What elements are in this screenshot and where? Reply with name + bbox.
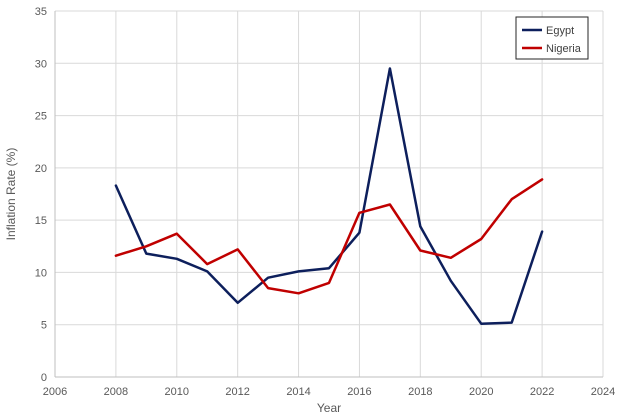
y-tick-label: 5 (41, 320, 47, 332)
axes (54, 11, 603, 378)
x-tick-label: 2010 (165, 386, 189, 398)
y-tick-label: 25 (35, 111, 47, 123)
series-line-nigeria (114, 178, 544, 295)
series-lines (114, 67, 544, 325)
x-tick-label: 2006 (43, 386, 67, 398)
x-tick-label: 2018 (408, 386, 432, 398)
x-tick-label: 2014 (286, 386, 310, 398)
y-tick-label: 30 (35, 58, 47, 70)
x-tick-label: 2024 (591, 386, 615, 398)
x-tick-label: 2022 (530, 386, 554, 398)
x-tick-label: 2012 (225, 386, 249, 398)
legend-label-nigeria: Nigeria (546, 43, 582, 55)
legend-items: Egypt Nigeria (522, 25, 582, 55)
y-tick-label: 10 (35, 267, 47, 279)
legend: Egypt Nigeria (515, 16, 589, 60)
series-line-egypt (114, 67, 544, 325)
x-tick-label: 2016 (347, 386, 371, 398)
legend-label-egypt: Egypt (546, 25, 574, 37)
y-tick-label: 0 (41, 372, 47, 384)
y-tick-label: 15 (35, 215, 47, 227)
y-tick-label: 20 (35, 163, 47, 175)
x-axis-title: Year (317, 401, 341, 415)
y-axis-title: Inflation Rate (%) (4, 148, 18, 241)
y-tick-label: 35 (35, 6, 47, 18)
legend-box (515, 16, 589, 60)
x-tick-label: 2008 (104, 386, 128, 398)
tick-labels: 2006 2008 2010 2012 2014 2016 2018 2020 2022 2024… (35, 6, 615, 398)
x-tick-label: 2020 (469, 386, 493, 398)
